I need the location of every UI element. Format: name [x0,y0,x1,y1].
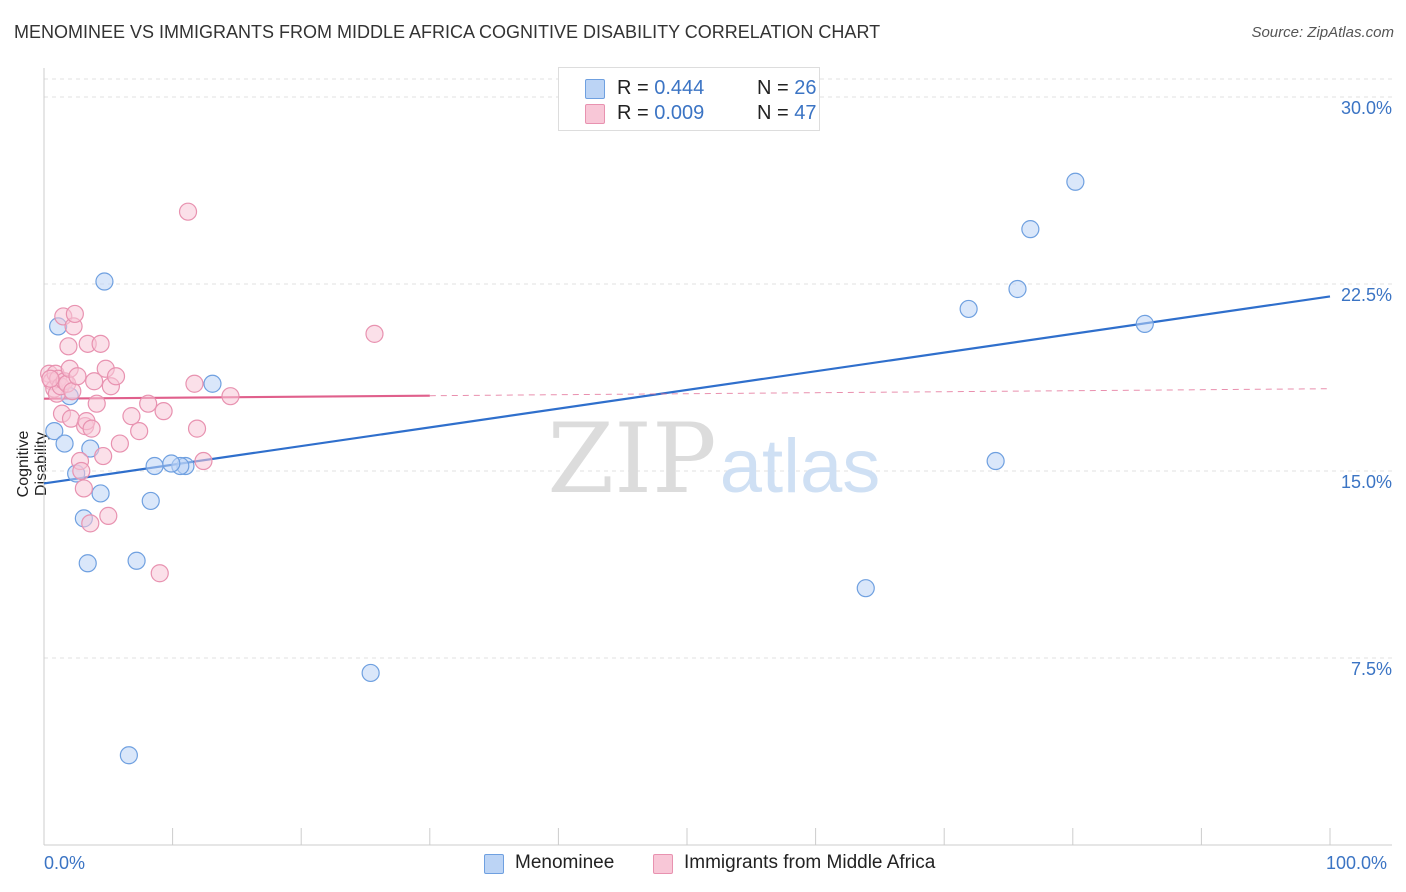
legend-r-value: 0.444 [654,77,705,99]
trend-line [43,295,1331,485]
data-point-menominee [127,551,146,570]
chart-title: MENOMINEE VS IMMIGRANTS FROM MIDDLE AFRI… [14,22,881,42]
data-point-immigrants [130,422,149,441]
data-point-menominee [162,454,181,473]
data-point-immigrants [59,337,78,356]
data-point-menominee [145,456,164,476]
legend-n-value: 47 [794,102,817,124]
data-point-menominee [361,663,380,683]
data-point-immigrants [68,367,87,386]
data-point-menominee [55,434,74,453]
data-point-menominee [1008,279,1027,299]
y-tick-label: 30.0% [1341,98,1392,118]
legend-n-immigrants: N = 47 [757,102,817,125]
data-points [40,172,1154,765]
legend-n-value: 26 [794,77,817,99]
legend-swatch-pink [585,104,605,124]
legend-n-label: N = [757,102,795,124]
data-point-immigrants [74,479,93,498]
data-point-immigrants [154,402,173,421]
data-point-menominee [119,746,138,765]
grid-lines [44,78,1392,659]
data-point-immigrants [194,451,213,471]
watermark: ZIP atlas [547,403,880,515]
legend-n-menominee: N = 26 [757,77,817,100]
data-point-immigrants [99,506,118,525]
data-point-immigrants [106,367,126,386]
data-point-immigrants [87,394,106,413]
bottom-legend-swatch-pink [653,854,673,874]
data-point-menominee [1135,314,1154,333]
data-point-immigrants [82,419,101,438]
legend: R = 0.444 N = 26 R = 0.009 N = 47 [558,67,820,131]
legend-r-value: 0.009 [654,102,705,124]
data-point-menominee [1066,172,1085,191]
legend-r-label: R = [617,77,655,99]
x-tick-label-max: 100.0% [1326,853,1388,873]
data-point-menominee [78,554,97,573]
data-point-immigrants [185,374,204,393]
data-point-immigrants [91,334,110,353]
data-point-immigrants [110,434,129,453]
bottom-legend-label-immigrants: Immigrants from Middle Africa [684,852,936,873]
legend-swatch-blue [585,79,605,99]
data-point-immigrants [72,461,91,481]
data-point-immigrants [187,419,207,438]
y-tick-label: 15.0% [1341,472,1392,492]
data-point-menominee [91,484,110,503]
data-point-menominee [203,374,222,393]
data-point-menominee [141,491,160,511]
data-point-immigrants [65,304,84,324]
legend-r-immigrants: R = 0.009 [617,102,704,125]
data-point-immigrants [150,564,169,583]
data-point-menominee [1021,220,1040,239]
data-point-immigrants [122,407,141,426]
data-point-immigrants [85,372,104,391]
trend-line-dashed [429,388,1331,397]
y-tick-labels: 7.5% 15.0% 22.5% 30.0% [1341,98,1392,679]
y-tick-label: 7.5% [1351,659,1392,679]
legend-r-menominee: R = 0.444 [617,77,704,100]
data-point-immigrants [94,446,113,466]
data-point-menominee [959,299,978,319]
watermark-zip: ZIP [547,403,716,515]
data-point-immigrants [178,202,198,221]
axes [43,68,1392,846]
legend-n-label: N = [757,77,795,99]
data-point-menominee [95,272,114,291]
data-point-immigrants [81,514,100,533]
watermark-atlas: atlas [720,424,881,509]
x-tick-label-min: 0.0% [44,853,86,873]
bottom-legend-label-menominee: Menominee [515,852,615,873]
data-point-immigrants [139,394,158,413]
bottom-legend-swatch-blue [484,854,504,874]
data-point-immigrants [365,324,384,343]
data-point-immigrants [221,387,240,406]
data-point-menominee [45,422,64,441]
data-point-menominee [856,579,875,598]
y-tick-label: 22.5% [1341,285,1392,305]
data-point-menominee [986,451,1005,471]
legend-r-label: R = [617,102,655,124]
source-label: Source: ZipAtlas.com [1251,24,1394,41]
data-point-immigrants [41,369,60,388]
